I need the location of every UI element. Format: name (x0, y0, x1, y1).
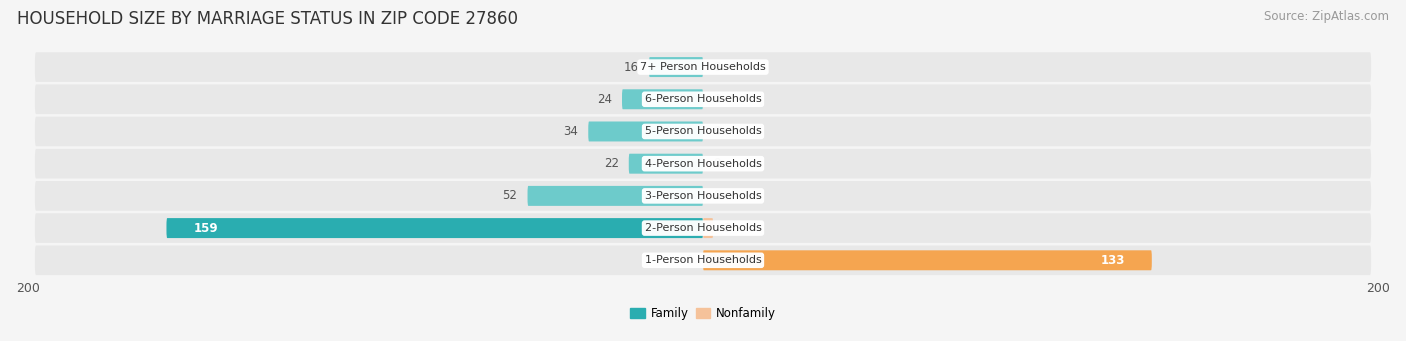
FancyBboxPatch shape (588, 121, 703, 142)
Text: 0: 0 (713, 61, 720, 74)
FancyBboxPatch shape (35, 52, 1371, 82)
Text: 16: 16 (624, 61, 638, 74)
FancyBboxPatch shape (35, 246, 1371, 275)
Text: 0: 0 (713, 189, 720, 203)
Text: 4-Person Households: 4-Person Households (644, 159, 762, 169)
FancyBboxPatch shape (35, 213, 1371, 243)
Text: 34: 34 (564, 125, 578, 138)
Text: 7+ Person Households: 7+ Person Households (640, 62, 766, 72)
Text: HOUSEHOLD SIZE BY MARRIAGE STATUS IN ZIP CODE 27860: HOUSEHOLD SIZE BY MARRIAGE STATUS IN ZIP… (17, 10, 517, 28)
FancyBboxPatch shape (527, 186, 703, 206)
Text: 5-Person Households: 5-Person Households (644, 127, 762, 136)
Text: 2-Person Households: 2-Person Households (644, 223, 762, 233)
Legend: Family, Nonfamily: Family, Nonfamily (626, 302, 780, 325)
Text: 6-Person Households: 6-Person Households (644, 94, 762, 104)
FancyBboxPatch shape (35, 149, 1371, 178)
FancyBboxPatch shape (703, 218, 713, 238)
FancyBboxPatch shape (166, 218, 703, 238)
Text: 24: 24 (598, 93, 612, 106)
Text: Source: ZipAtlas.com: Source: ZipAtlas.com (1264, 10, 1389, 23)
Text: 0: 0 (686, 254, 693, 267)
Text: 52: 52 (502, 189, 517, 203)
FancyBboxPatch shape (35, 117, 1371, 146)
FancyBboxPatch shape (650, 57, 703, 77)
FancyBboxPatch shape (35, 85, 1371, 114)
Text: 0: 0 (713, 93, 720, 106)
FancyBboxPatch shape (703, 250, 1152, 270)
FancyBboxPatch shape (621, 89, 703, 109)
Text: 3-Person Households: 3-Person Households (644, 191, 762, 201)
Text: 133: 133 (1101, 254, 1125, 267)
FancyBboxPatch shape (35, 181, 1371, 211)
Text: 3: 3 (723, 222, 731, 235)
Text: 159: 159 (194, 222, 218, 235)
Text: 1-Person Households: 1-Person Households (644, 255, 762, 265)
Text: 0: 0 (713, 157, 720, 170)
Text: 0: 0 (713, 125, 720, 138)
FancyBboxPatch shape (628, 154, 703, 174)
Text: 22: 22 (603, 157, 619, 170)
